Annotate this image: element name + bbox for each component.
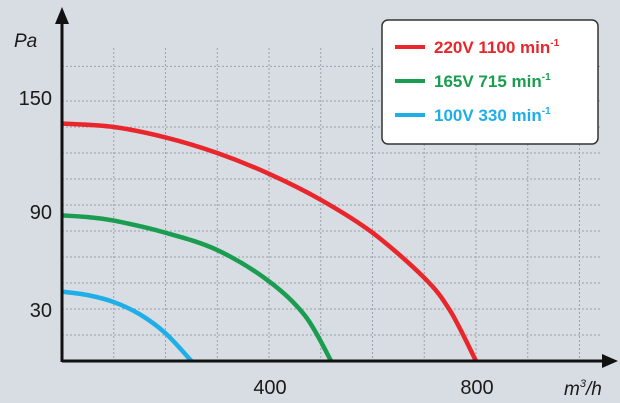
legend-label-2: 100V 330 min-1 [434,106,551,125]
legend-label-main-1: 165V 715 min [434,72,542,91]
legend-label-0: 220V 1100 min-1 [434,38,560,57]
series-line-2 [61,289,194,363]
legend-label-sup-2: -1 [542,106,551,117]
grid-layer [62,48,600,361]
legend-box [381,19,599,145]
curve-layer [61,121,479,363]
series-line-1 [61,213,334,363]
y-axis-arrow [55,7,69,24]
legend-label-sup-0: -1 [550,38,559,49]
legend-label-main-0: 220V 1100 min [434,38,550,57]
x-axis-title-sup: 3 [580,378,587,390]
x-axis-title-base: m [564,379,580,400]
x-tick-label-400: 400 [253,377,286,399]
y-axis-title: Pa [14,31,37,52]
x-axis-title-tail: /h [584,379,602,400]
axis-layer [55,7,618,368]
series-line-0 [61,121,479,363]
y-tick-label-90: 90 [30,202,52,224]
legend-label-main-2: 100V 330 min [434,106,542,125]
legend-label-1: 165V 715 min-1 [434,72,551,91]
y-tick-label-30: 30 [30,300,52,322]
x-axis-arrow [602,354,618,368]
x-axis-title: m3/h [564,378,602,400]
y-tick-label-150: 150 [19,88,52,110]
legend-label-sup-1: -1 [542,72,551,83]
x-tick-label-800: 800 [460,377,493,399]
